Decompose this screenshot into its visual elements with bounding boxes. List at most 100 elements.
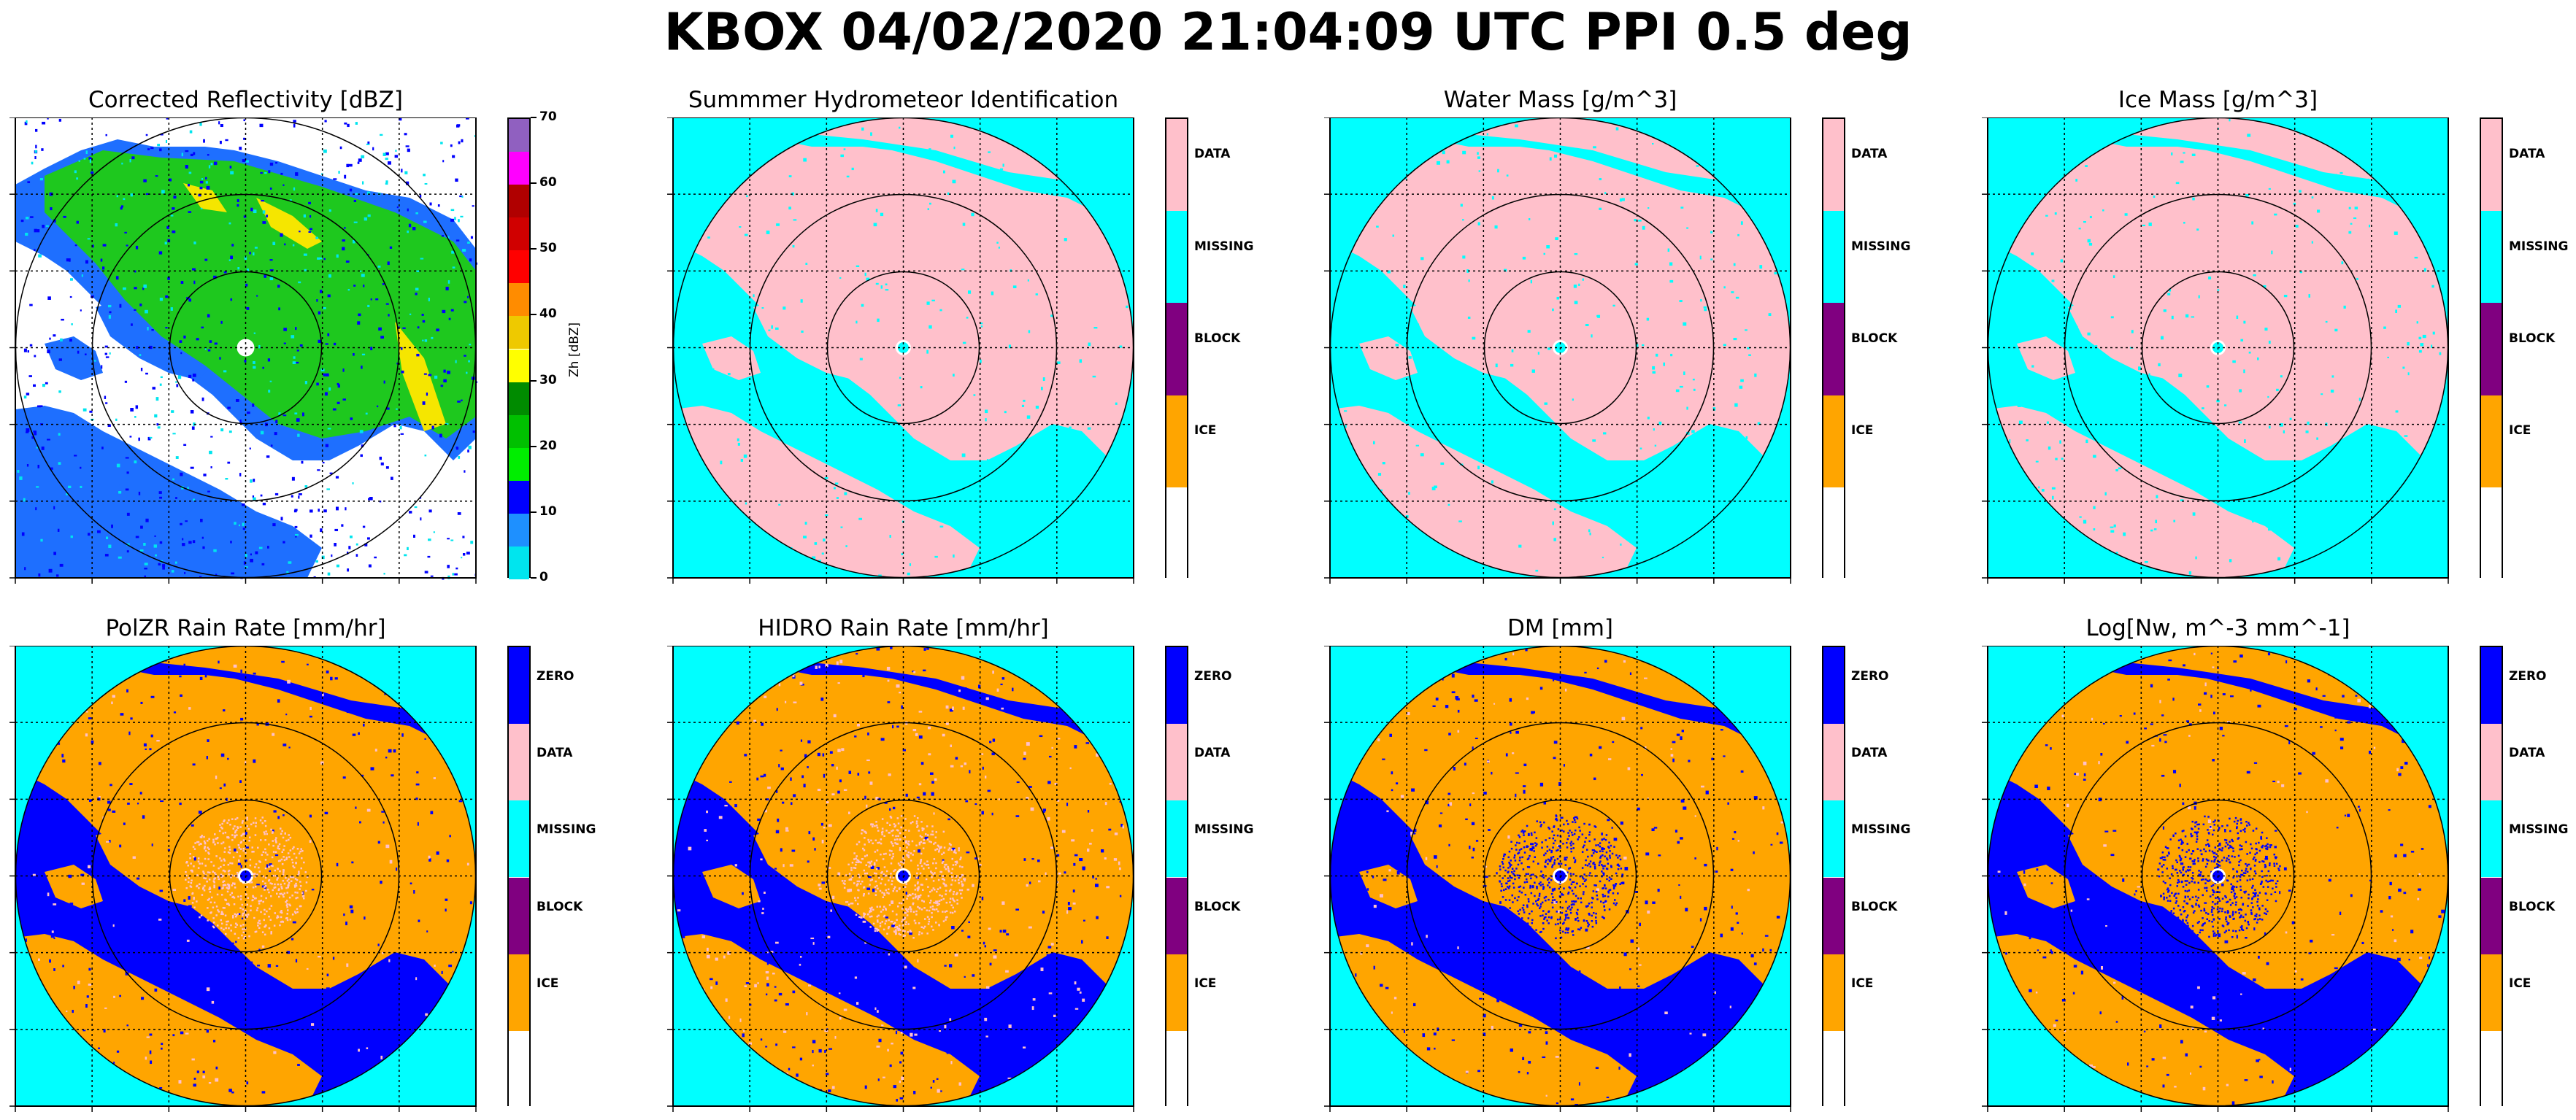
radar-ppi-map <box>1982 646 2449 1112</box>
colorbar-tick-label: 40 <box>539 306 557 322</box>
radar-ppi-map <box>9 646 477 1112</box>
colorbar-segment <box>1166 724 1187 801</box>
colorbar-segment <box>1823 800 1844 878</box>
colorbar-segment <box>509 152 529 185</box>
colorbar-category-label: ICE <box>1851 976 1874 991</box>
colorbar-category-label: ZERO <box>537 669 574 684</box>
radar-image <box>667 646 1134 1112</box>
colorbar-category-label: DATA <box>1194 746 1231 761</box>
panel-title: Log[Nw, m^-3 mm^-1] <box>2085 615 2350 641</box>
colorbar-tick <box>531 511 537 513</box>
colorbar-tick <box>531 182 537 185</box>
colorbar-segment <box>509 480 529 514</box>
colorbar-segment <box>1166 211 1187 304</box>
colorbar-tick-label: 60 <box>539 175 557 190</box>
colorbar-category-label: DATA <box>1851 746 1888 761</box>
radar-ppi-map <box>1324 646 1791 1112</box>
colorbar-segment <box>1823 119 1844 212</box>
colorbar-segment <box>2481 1030 2502 1108</box>
colorbar-axis-label: Zh [dBZ] <box>567 322 582 377</box>
colorbar-segment <box>2481 119 2502 212</box>
colorbar-tick-label: 70 <box>539 109 557 124</box>
colorbar-segment <box>509 447 529 481</box>
colorbar-segment <box>2481 303 2502 395</box>
panel-title: DM [mm] <box>1507 615 1614 641</box>
panel-title: Water Mass [g/m^3] <box>1443 87 1677 113</box>
colorbar-segment <box>1823 395 1844 487</box>
colorbar-segment <box>509 724 529 801</box>
colorbar-category-label: MISSING <box>1194 239 1254 254</box>
colorbar-category-label: MISSING <box>1194 822 1254 838</box>
colorbar-segment <box>1823 487 1844 579</box>
colorbar-tick <box>531 379 537 382</box>
panel-title: PolZR Rain Rate [mm/hr] <box>105 615 386 641</box>
colorbar-category-label: ZERO <box>1851 669 1889 684</box>
colorbar <box>1822 117 1845 579</box>
radar-image <box>9 117 477 584</box>
colorbar-tick <box>531 248 537 250</box>
colorbar-segment <box>2481 211 2502 304</box>
colorbar-segment <box>2481 647 2502 725</box>
colorbar-tick-label: 50 <box>539 241 557 256</box>
colorbar-segment <box>2481 487 2502 579</box>
radar-image <box>9 646 477 1112</box>
colorbar-segment <box>2481 395 2502 487</box>
colorbar-category-label: ICE <box>1851 423 1874 439</box>
colorbar-category-label: ICE <box>537 976 559 991</box>
colorbar-category-label: BLOCK <box>1851 331 1898 346</box>
panel-title: HIDRO Rain Rate [mm/hr] <box>758 615 1049 641</box>
colorbar <box>507 117 531 579</box>
panel-title: Summmer Hydrometeor Identification <box>688 87 1119 113</box>
colorbar-segment <box>509 877 529 954</box>
colorbar-category-label: ZERO <box>1194 669 1232 684</box>
colorbar-category-label: DATA <box>2509 746 2545 761</box>
colorbar-tick-label: 10 <box>539 503 557 519</box>
colorbar-tick <box>531 577 537 579</box>
colorbar-segment <box>1823 211 1844 304</box>
colorbar-segment <box>1166 119 1187 212</box>
colorbar-segment <box>509 316 529 349</box>
colorbar-segment <box>1166 303 1187 395</box>
colorbar-segment <box>2481 954 2502 1031</box>
colorbar-segment <box>1166 487 1187 579</box>
radar-ppi-map <box>667 646 1134 1112</box>
colorbar-segment <box>1823 303 1844 395</box>
colorbar-category-label: ICE <box>2509 423 2531 439</box>
colorbar-category-label: DATA <box>1194 147 1231 162</box>
colorbar <box>2480 646 2503 1108</box>
panel-title: Ice Mass [g/m^3] <box>2118 87 2318 113</box>
colorbar-tick <box>531 445 537 447</box>
radar-image <box>667 117 1134 584</box>
colorbar-segment <box>509 546 529 579</box>
colorbar-segment <box>509 283 529 317</box>
colorbar-segment <box>509 217 529 251</box>
colorbar-segment <box>509 513 529 547</box>
colorbar-segment <box>509 1030 529 1108</box>
colorbar-category-label: BLOCK <box>1194 331 1241 346</box>
colorbar <box>507 646 531 1108</box>
colorbar-tick <box>531 117 537 118</box>
colorbar-segment <box>509 414 529 448</box>
colorbar-tick-label: 30 <box>539 372 557 387</box>
colorbar-category-label: MISSING <box>537 822 596 838</box>
colorbar-segment <box>509 800 529 878</box>
radar-ppi-map <box>9 117 477 584</box>
figure-title: KBOX 04/02/2020 21:04:09 UTC PPI 0.5 deg <box>664 2 1912 62</box>
colorbar-segment <box>509 647 529 725</box>
panel-title: Corrected Reflectivity [dBZ] <box>88 87 404 113</box>
colorbar-category-label: BLOCK <box>1194 899 1241 914</box>
colorbar-segment <box>1823 647 1844 725</box>
colorbar-segment <box>509 954 529 1031</box>
colorbar-category-label: DATA <box>2509 147 2545 162</box>
radar-ppi-map <box>1324 117 1791 584</box>
radar-image <box>1982 646 2449 1112</box>
radar-image <box>1324 117 1791 584</box>
colorbar-segment <box>509 349 529 382</box>
colorbar <box>1165 646 1188 1108</box>
colorbar-segment <box>509 250 529 284</box>
colorbar <box>1165 117 1188 579</box>
colorbar-category-label: BLOCK <box>2509 899 2556 914</box>
colorbar-segment <box>1823 877 1844 954</box>
colorbar-segment <box>509 185 529 218</box>
colorbar <box>1822 646 1845 1108</box>
